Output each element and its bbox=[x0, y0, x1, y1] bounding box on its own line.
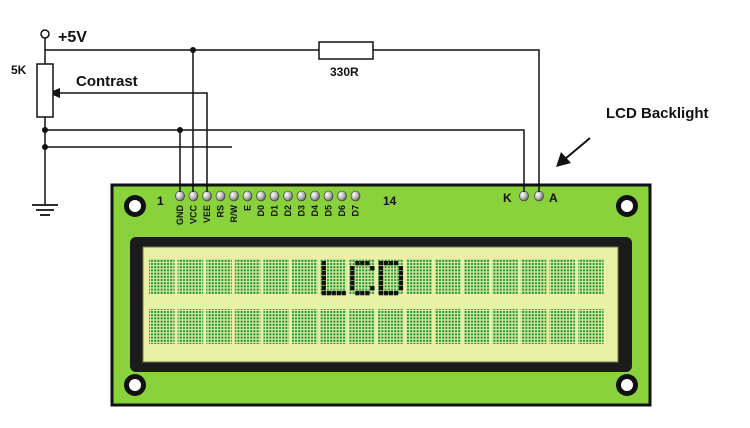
backlight-pin-cathode bbox=[519, 190, 529, 202]
pin-label: D5 bbox=[324, 205, 334, 217]
character-cell bbox=[549, 309, 575, 344]
pin-label: D6 bbox=[337, 205, 347, 217]
character-cell bbox=[149, 259, 175, 294]
character-cell bbox=[263, 259, 289, 294]
pin-labels: GND VCC VEE RS R/W E D0 D1 D2 D3 D4 D5 D6 D7 bbox=[175, 205, 361, 226]
character-cell bbox=[520, 259, 547, 294]
character-cell bbox=[549, 259, 575, 294]
mounting-hole-icon bbox=[124, 374, 146, 396]
header-pin bbox=[175, 190, 185, 202]
pin-label: D0 bbox=[256, 205, 266, 217]
character-cell bbox=[520, 309, 547, 344]
junctions bbox=[42, 47, 196, 150]
mounting-hole-icon bbox=[616, 374, 638, 396]
header-pin bbox=[296, 190, 307, 202]
character-cell bbox=[292, 259, 318, 294]
character-cell bbox=[349, 309, 375, 344]
character-cell bbox=[149, 309, 175, 344]
supply-label: +5V bbox=[58, 29, 87, 46]
mounting-hole-icon bbox=[124, 195, 146, 217]
potentiometer-icon bbox=[36, 63, 54, 118]
character-cell bbox=[463, 259, 490, 294]
header-pin bbox=[283, 190, 293, 202]
character-cell bbox=[263, 309, 289, 344]
character-cell bbox=[578, 309, 604, 344]
resistor-value-label: 330R bbox=[330, 65, 359, 79]
resistor-icon bbox=[318, 41, 374, 60]
mounting-hole-icon bbox=[616, 195, 638, 217]
ground-rail-wire bbox=[45, 129, 525, 192]
character-cell bbox=[492, 259, 518, 294]
character-cell bbox=[492, 309, 518, 344]
character-cell bbox=[206, 259, 232, 294]
pin-label: D7 bbox=[351, 205, 361, 217]
pin-label: D2 bbox=[283, 205, 293, 217]
character-cell bbox=[406, 259, 432, 294]
header-pin bbox=[256, 190, 266, 202]
character-cell bbox=[435, 259, 461, 294]
header-pin bbox=[202, 190, 212, 202]
character-cell bbox=[292, 309, 318, 344]
character-cell bbox=[463, 309, 490, 344]
lcd-module: 1 14 GND VCC VEE RS R/W E D0 D1 D2 D3 D4 D5 D6 D7 K A bbox=[110, 183, 652, 407]
character-cell bbox=[234, 259, 261, 294]
pin-label: GND bbox=[175, 205, 185, 226]
contrast-label: Contrast bbox=[76, 73, 138, 90]
pin-label: VCC bbox=[189, 205, 199, 225]
wires bbox=[44, 38, 540, 205]
header-pin bbox=[242, 190, 253, 202]
backlight-arrow-icon bbox=[556, 137, 591, 167]
backlight-pin-anode bbox=[534, 190, 544, 202]
header-pin bbox=[350, 190, 361, 202]
backlight-a-label: A bbox=[549, 191, 558, 205]
character-cell bbox=[435, 309, 461, 344]
wiper-arrow-icon bbox=[48, 88, 60, 98]
lcd-text bbox=[321, 261, 404, 296]
supply-terminal-icon bbox=[40, 29, 50, 39]
pin-label: E bbox=[243, 205, 253, 211]
character-cell bbox=[206, 309, 232, 344]
pin-label: R/W bbox=[229, 205, 239, 223]
header-pin bbox=[269, 190, 280, 202]
header-pin bbox=[215, 190, 226, 202]
ground-icon bbox=[32, 204, 58, 216]
pin-label: VEE bbox=[202, 205, 212, 223]
pin-header bbox=[175, 190, 361, 202]
contrast-wire bbox=[57, 92, 208, 192]
header-pin bbox=[229, 190, 239, 202]
header-pin bbox=[323, 190, 334, 202]
pin-label: D1 bbox=[270, 205, 280, 217]
pin-label: D4 bbox=[310, 205, 320, 217]
backlight-k-label: K bbox=[503, 191, 512, 205]
character-cell bbox=[377, 309, 404, 344]
pin-1-label: 1 bbox=[157, 194, 164, 208]
header-pin bbox=[188, 190, 199, 202]
header-pin bbox=[337, 190, 347, 202]
character-cell bbox=[234, 309, 261, 344]
character-cell bbox=[177, 259, 204, 294]
character-cell bbox=[320, 309, 347, 344]
backlight-label: LCD Backlight bbox=[606, 105, 709, 122]
pin-14-label: 14 bbox=[383, 194, 397, 208]
character-cell bbox=[578, 259, 604, 294]
anode-wire bbox=[373, 49, 540, 192]
pot-value-label: 5K bbox=[11, 63, 27, 77]
character-cell bbox=[177, 309, 204, 344]
character-cell bbox=[406, 309, 432, 344]
header-pin bbox=[310, 190, 320, 202]
pin-label: D3 bbox=[297, 205, 307, 217]
pin-label: RS bbox=[216, 205, 226, 218]
